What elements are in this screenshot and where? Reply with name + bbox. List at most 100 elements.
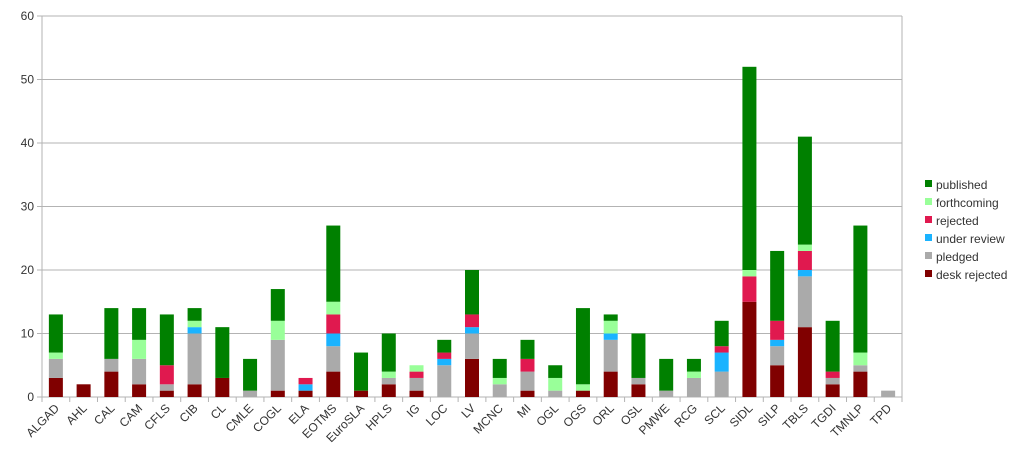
bar-stack-OGS <box>575 308 590 397</box>
bar-segment-desk-rejected-EuroSLA <box>354 390 369 397</box>
bar-segment-published-EOTMS <box>326 225 341 302</box>
legend-label: published <box>936 178 987 192</box>
bar-stack-SIDL <box>742 66 757 397</box>
bar-stack-HPLS <box>381 333 396 397</box>
bar-segment-pledged-OGL <box>548 390 563 397</box>
bar-stack-SCL <box>714 320 729 397</box>
x-tick-label: LV <box>458 401 478 421</box>
bar-segment-under-review-ORL <box>603 333 618 340</box>
bar-segment-pledged-IG <box>409 377 424 391</box>
legend-item-published: published <box>925 178 987 192</box>
bar-segment-published-SILP <box>770 250 785 321</box>
bar-segment-rejected-EOTMS <box>326 314 341 334</box>
bar-segment-published-CMLE <box>243 358 258 391</box>
bar-segment-forthcoming-OGL <box>548 377 563 391</box>
bar-segment-published-OGL <box>548 365 563 378</box>
bar-segment-pledged-SCL <box>714 371 729 397</box>
x-tick-label: ALGAD <box>23 401 62 440</box>
y-tick-labels: 0 10 20 30 40 50 60 <box>21 9 35 404</box>
bar-segment-forthcoming-ALGAD <box>48 352 63 359</box>
bar-stack-CL <box>215 327 230 397</box>
bar-segment-pledged-CAM <box>132 358 147 385</box>
x-tick-label: HPLS <box>363 401 395 433</box>
bar-segment-under-review-ELA <box>298 384 313 391</box>
y-tick-label: 30 <box>21 200 35 214</box>
x-tick-label: OGS <box>560 401 589 430</box>
bar-stack-COGL <box>270 289 285 397</box>
y-tick-label: 50 <box>21 73 35 87</box>
legend-item-under-review: under review <box>925 232 1005 246</box>
bar-segment-rejected-MI <box>520 358 535 372</box>
bar-segment-desk-rejected-TMNLP <box>853 371 868 397</box>
bar-segment-desk-rejected-CL <box>215 377 230 397</box>
bar-segment-desk-rejected-CAM <box>132 384 147 397</box>
y-tick-label: 20 <box>21 263 35 277</box>
bar-stack-ALGAD <box>48 314 63 397</box>
bar-segment-desk-rejected-CIB <box>187 384 202 397</box>
bar-segment-under-review-SCL <box>714 352 729 372</box>
bar-segment-desk-rejected-ALGAD <box>48 377 63 397</box>
legend-label: rejected <box>936 214 979 228</box>
bar-segment-published-OGS <box>575 308 590 385</box>
bar-segment-published-ALGAD <box>48 314 63 353</box>
bar-segment-published-TMNLP <box>853 225 868 353</box>
legend-label: under review <box>936 232 1005 246</box>
bar-segment-pledged-COGL <box>270 339 285 391</box>
bar-segment-published-ORL <box>603 314 618 321</box>
x-tick-label: ORL <box>589 401 617 429</box>
bar-stack-IG <box>409 365 424 397</box>
bar-segment-pledged-CAL <box>104 358 119 372</box>
bar-stack-CFLS <box>159 314 174 397</box>
legend-swatch <box>925 270 932 277</box>
bar-segment-desk-rejected-AHL <box>76 384 91 397</box>
bar-segment-rejected-IG <box>409 371 424 378</box>
bar-segment-published-CAL <box>104 308 119 359</box>
x-tick-label: MI <box>514 401 533 420</box>
bar-segment-under-review-CIB <box>187 327 202 334</box>
bar-stack-PMWE <box>659 358 674 397</box>
bar-segment-pledged-TBLS <box>797 276 812 328</box>
bar-segment-pledged-LV <box>465 333 479 359</box>
bar-segment-pledged-ORL <box>603 339 618 372</box>
bar-segment-pledged-TPD <box>881 390 896 397</box>
bar-segment-published-CAM <box>132 308 147 340</box>
bar-segment-pledged-OSL <box>631 377 646 385</box>
y-tick-label: 60 <box>21 9 35 23</box>
y-tick-label: 40 <box>21 136 35 150</box>
legend-swatch <box>925 216 932 223</box>
bar-segment-desk-rejected-TBLS <box>797 327 812 397</box>
x-tick-label: TPD <box>867 401 894 428</box>
bar-stack-EuroSLA <box>354 352 369 397</box>
x-tick-label: PMWE <box>636 401 672 437</box>
x-tick-label: CIB <box>177 401 201 425</box>
bar-segment-pledged-TGDI <box>825 377 840 385</box>
bar-segment-forthcoming-HPLS <box>381 371 396 378</box>
bar-segment-desk-rejected-CFLS <box>159 390 174 397</box>
x-tick-label: CL <box>208 401 229 422</box>
bar-stack-TPD <box>881 390 896 397</box>
bar-segment-under-review-SILP <box>770 339 785 347</box>
bar-segment-forthcoming-ORL <box>603 320 618 334</box>
bar-segment-forthcoming-CIB <box>187 320 202 328</box>
axes <box>41 16 903 402</box>
bar-stack-MCNC <box>492 358 507 397</box>
bar-segment-published-OSL <box>631 333 646 378</box>
bar-segment-published-SIDL <box>742 66 757 270</box>
bar-segment-rejected-LOC <box>437 352 452 359</box>
legend-label: pledged <box>936 250 979 264</box>
bar-segment-rejected-CFLS <box>159 365 174 385</box>
x-tick-label: SIDL <box>727 401 756 430</box>
bar-segment-rejected-ELA <box>298 377 313 385</box>
bar-segment-desk-rejected-OGS <box>575 390 590 397</box>
x-tick-label: LOC <box>423 401 451 429</box>
bar-stack-LV <box>465 270 479 397</box>
bar-segment-pledged-LOC <box>437 365 452 397</box>
bar-stack-CMLE <box>243 358 258 397</box>
bar-stack-LOC <box>437 339 452 397</box>
bars-layer <box>48 66 896 397</box>
legend: published forthcoming rejected under review… <box>925 178 1007 282</box>
bar-segment-desk-rejected-CAL <box>104 371 119 397</box>
bar-segment-pledged-TMNLP <box>853 365 868 372</box>
bar-stack-TGDI <box>825 320 840 397</box>
bar-segment-forthcoming-TMNLP <box>853 352 868 366</box>
